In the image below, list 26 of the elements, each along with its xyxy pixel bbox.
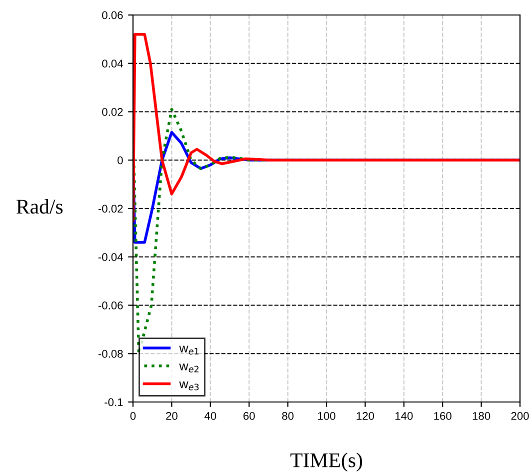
line-series bbox=[133, 32, 520, 222]
y-tick-label: -0.06 bbox=[98, 302, 123, 310]
x-tick-label: 180 bbox=[472, 412, 490, 420]
legend-label: w$_{e2}$ bbox=[179, 364, 198, 372]
y-tick-label: 0.02 bbox=[102, 108, 123, 116]
y-tick-label: -0.1 bbox=[104, 398, 123, 406]
y-tick-label: -0.04 bbox=[98, 253, 123, 262]
legend-label: w$_{e1}$ bbox=[179, 346, 199, 355]
y-tick-label: 0 bbox=[118, 156, 123, 164]
x-tick-label: 0 bbox=[130, 412, 136, 420]
x-tick-label: 140 bbox=[395, 412, 413, 420]
x-tick-label: 20 bbox=[166, 412, 178, 420]
x-tick-label: 120 bbox=[356, 412, 374, 420]
x-tick-label: 200 bbox=[511, 412, 529, 420]
x-tick-label: 160 bbox=[434, 412, 452, 420]
legend-label: w$_{e3}$ bbox=[179, 382, 199, 390]
x-tick-label: 100 bbox=[318, 412, 336, 420]
y-tick-label: -0.08 bbox=[98, 350, 123, 358]
x-tick-label: 60 bbox=[243, 412, 255, 420]
y-axis-title: Rad/s bbox=[16, 199, 63, 214]
y-tick-label: 0.04 bbox=[102, 60, 123, 68]
y-tick-label: 0.06 bbox=[102, 11, 123, 20]
x-tick-label: 80 bbox=[282, 412, 294, 420]
x-tick-label: 40 bbox=[204, 412, 216, 420]
y-tick-label: -0.02 bbox=[98, 204, 123, 213]
x-axis-title: TIME(s) bbox=[290, 452, 362, 472]
